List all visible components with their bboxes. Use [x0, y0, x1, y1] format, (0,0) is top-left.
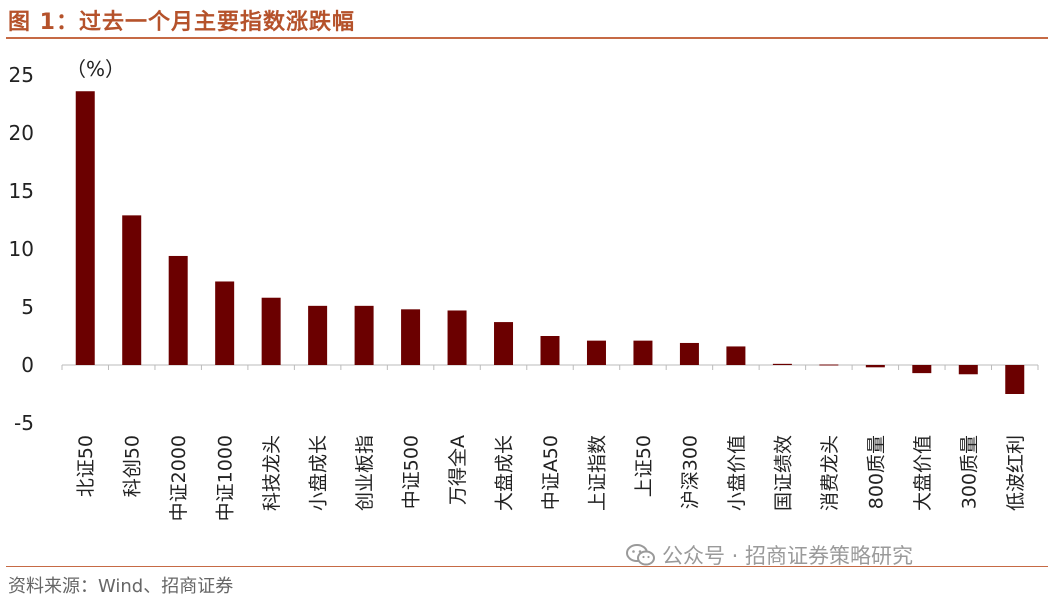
x-category-label: 科技龙头 [261, 435, 283, 511]
axes [61, 364, 1039, 370]
y-tick-label: 20 [9, 121, 34, 145]
x-category-label: 中证2000 [168, 435, 190, 521]
bars [75, 91, 1025, 394]
y-tick-label: 0 [21, 353, 34, 377]
y-tick-label: 15 [9, 179, 34, 203]
bar [865, 365, 885, 368]
x-category-label: 800质量 [865, 435, 887, 509]
bar [912, 365, 932, 374]
y-tick-labels: -5 0 5 10 15 20 25 [9, 63, 34, 435]
x-category-label: 消费龙头 [819, 435, 841, 511]
unit-label: （%） [66, 57, 125, 81]
bar [494, 322, 514, 365]
bar [168, 255, 188, 365]
x-category-label: 上证指数 [586, 435, 608, 511]
x-category-label: 沪深300 [679, 435, 701, 509]
bar [261, 297, 281, 365]
bar [679, 342, 699, 365]
bar [447, 310, 467, 365]
y-tick-label: 25 [9, 63, 34, 87]
bar [958, 365, 978, 375]
x-category-labels: 北证50 科创50 中证2000 中证1000 科技龙头 小盘成长 创业板指 中证500 万得全… [75, 435, 1027, 521]
x-category-label: 万得全A [447, 435, 469, 505]
x-category-label: 上证50 [633, 435, 655, 497]
bar [540, 336, 560, 365]
bar [633, 340, 653, 365]
x-category-label: 北证50 [75, 435, 97, 497]
x-category-label: 大盘价值 [912, 435, 934, 511]
wechat-icon [626, 544, 655, 566]
watermark: 公众号 · 招商证券策略研究 [626, 540, 913, 570]
bar [308, 305, 328, 365]
x-category-label: 中证500 [401, 435, 423, 509]
top-divider [6, 37, 1048, 39]
chart-title: 图 1：过去一个月主要指数涨跌幅 [8, 10, 355, 35]
x-category-label: 大盘成长 [494, 435, 516, 511]
x-category-label: 300质量 [958, 435, 980, 509]
y-tick-label: -5 [14, 411, 34, 435]
bar [726, 346, 746, 365]
x-category-label: 中证A50 [540, 435, 562, 510]
y-tick-label: 5 [21, 295, 34, 319]
x-category-label: 小盘成长 [308, 435, 330, 511]
watermark-text: 公众号 · 招商证券策略研究 [662, 544, 914, 568]
bar [75, 91, 95, 366]
x-category-label: 低波红利 [1005, 435, 1027, 511]
y-tick-label: 10 [9, 237, 34, 261]
bar [122, 215, 142, 365]
bar [586, 340, 606, 365]
x-category-label: 小盘价值 [726, 435, 748, 511]
bar [819, 364, 839, 366]
bar [354, 305, 374, 365]
x-category-label: 创业板指 [354, 435, 376, 511]
x-category-label: 国证绩效 [772, 435, 794, 511]
bar [772, 363, 792, 365]
bar [215, 281, 235, 365]
bar [401, 309, 421, 365]
x-category-label: 科创50 [122, 435, 144, 497]
bottom-divider [6, 566, 1048, 567]
source-note: 资料来源：Wind、招商证券 [8, 576, 234, 597]
x-category-label: 中证1000 [215, 435, 237, 521]
bar [1005, 365, 1025, 394]
